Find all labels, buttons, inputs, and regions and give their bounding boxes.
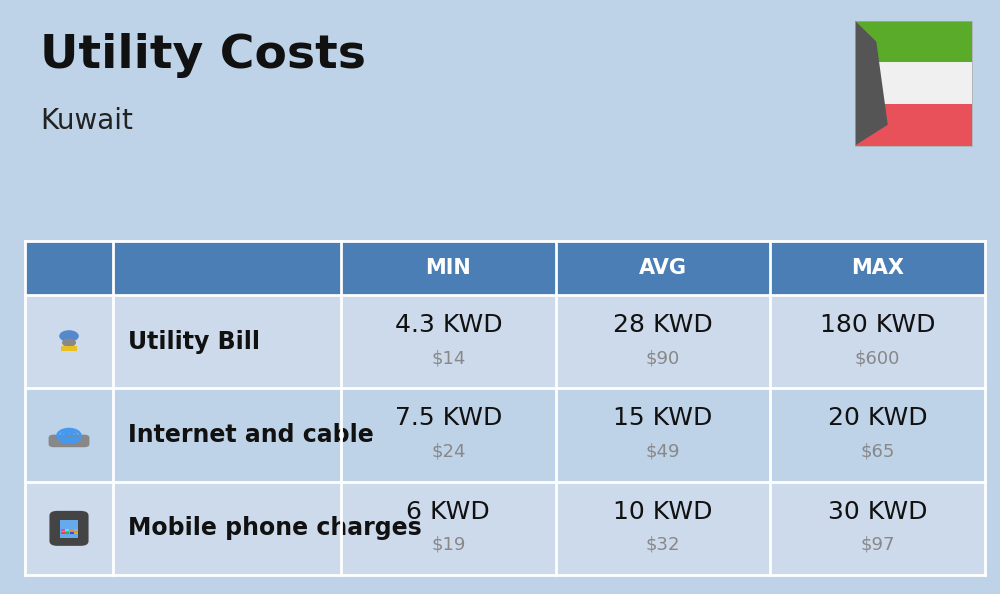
Text: 180 KWD: 180 KWD: [820, 313, 935, 337]
Text: Utility Bill: Utility Bill: [128, 330, 260, 354]
Text: 28 KWD: 28 KWD: [613, 313, 713, 337]
Text: 6 KWD: 6 KWD: [406, 500, 490, 524]
Text: Internet and cable: Internet and cable: [128, 423, 374, 447]
FancyBboxPatch shape: [25, 482, 985, 575]
FancyBboxPatch shape: [61, 346, 77, 351]
Circle shape: [62, 339, 76, 347]
Circle shape: [59, 330, 79, 342]
FancyBboxPatch shape: [49, 435, 89, 447]
Text: MAX: MAX: [851, 258, 904, 278]
FancyBboxPatch shape: [70, 532, 74, 534]
Text: Mobile phone charges: Mobile phone charges: [128, 516, 422, 541]
Text: $600: $600: [855, 349, 900, 368]
Text: 10 KWD: 10 KWD: [613, 500, 713, 524]
Text: 30 KWD: 30 KWD: [828, 500, 927, 524]
FancyBboxPatch shape: [25, 241, 985, 295]
Text: $90: $90: [646, 349, 680, 368]
Text: 4.3 KWD: 4.3 KWD: [395, 313, 502, 337]
FancyBboxPatch shape: [25, 295, 985, 388]
FancyBboxPatch shape: [70, 529, 74, 531]
Text: AVG: AVG: [639, 258, 687, 278]
Text: $19: $19: [431, 536, 466, 554]
Text: MIN: MIN: [425, 258, 471, 278]
FancyBboxPatch shape: [60, 520, 78, 538]
FancyBboxPatch shape: [855, 62, 972, 104]
Text: $32: $32: [646, 536, 680, 554]
Text: 20 KWD: 20 KWD: [828, 406, 927, 431]
FancyBboxPatch shape: [74, 532, 78, 534]
Polygon shape: [855, 21, 888, 146]
Text: 7.5 KWD: 7.5 KWD: [395, 406, 502, 431]
Text: $49: $49: [646, 443, 680, 461]
Text: Utility Costs: Utility Costs: [40, 33, 366, 78]
Text: $65: $65: [860, 443, 895, 461]
Text: Kuwait: Kuwait: [40, 107, 133, 135]
Text: $14: $14: [431, 349, 466, 368]
Text: $24: $24: [431, 443, 466, 461]
FancyBboxPatch shape: [61, 529, 65, 531]
FancyBboxPatch shape: [855, 104, 972, 146]
FancyBboxPatch shape: [65, 532, 69, 534]
FancyBboxPatch shape: [25, 388, 985, 482]
FancyBboxPatch shape: [49, 511, 89, 546]
Text: $97: $97: [860, 536, 895, 554]
FancyBboxPatch shape: [65, 529, 69, 531]
FancyBboxPatch shape: [855, 21, 972, 62]
FancyBboxPatch shape: [61, 532, 65, 534]
Text: 15 KWD: 15 KWD: [613, 406, 713, 431]
FancyBboxPatch shape: [74, 529, 78, 531]
